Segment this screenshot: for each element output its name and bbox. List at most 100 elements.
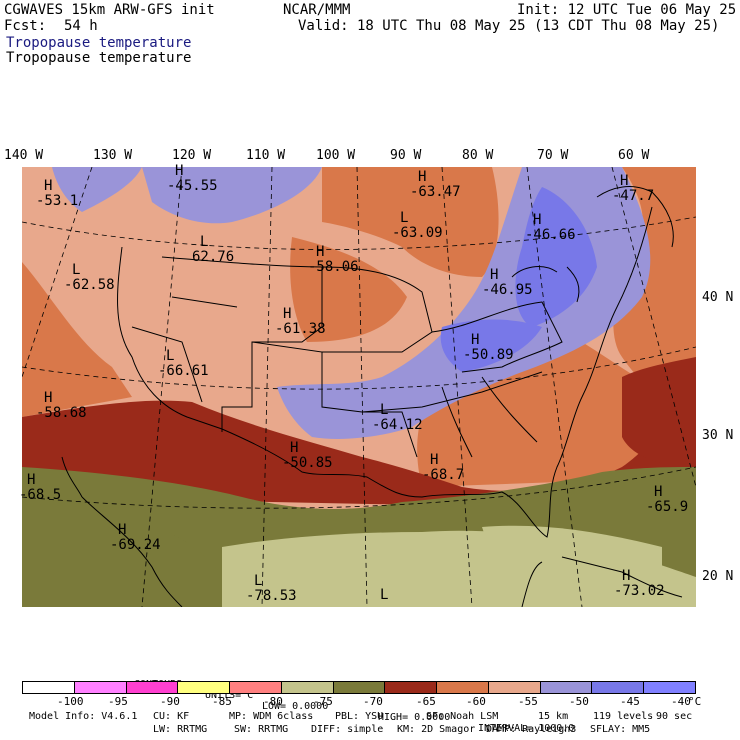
forecast-label: Fcst:: [4, 18, 47, 34]
pressure-center-value: -50.89: [463, 347, 514, 363]
field-title-primary: Tropopause temperature: [6, 35, 192, 51]
tropopause-map: [22, 167, 696, 607]
lon-label: 110 W: [246, 148, 286, 163]
model-info-mp: MP: WDM 6class: [229, 711, 314, 722]
pressure-center-symbol: L: [400, 210, 409, 226]
colorbar-tick-label: °C: [688, 695, 702, 708]
model-info-sw: SW: RRTMG: [234, 724, 289, 735]
pressure-center-value: -58.06: [308, 259, 359, 275]
pressure-center-symbol: H: [418, 169, 427, 185]
colorbar-tick-label: -50: [569, 695, 589, 708]
pressure-center-value: -69.24: [110, 537, 161, 553]
lon-label: 60 W: [618, 148, 650, 163]
pressure-center-value: -63.09: [392, 225, 443, 241]
organization: NCAR/MMM: [283, 2, 351, 18]
colorbar-segment: [333, 682, 386, 693]
model-info-lw: LW: RRTMG: [153, 724, 208, 735]
pressure-center-symbol: L: [254, 573, 263, 589]
model-info-levels: 119 levels: [593, 711, 654, 722]
pressure-center-symbol: L: [380, 402, 389, 418]
pressure-center-value: -46.95: [482, 282, 533, 298]
pressure-center-symbol: H: [283, 306, 292, 322]
colorbar-tick-label: -75: [313, 695, 333, 708]
lat-label: 40 N: [702, 290, 734, 305]
colorbar-segment: [230, 682, 282, 693]
pressure-center-symbol: L: [166, 348, 175, 364]
colorbar-tick-label: -80: [263, 695, 283, 708]
pressure-center-symbol: H: [620, 173, 629, 189]
colorbar-segment: [126, 682, 179, 693]
lon-label: 140 W: [4, 148, 44, 163]
pressure-center-value: -66.61: [158, 363, 209, 379]
lon-label: 130 W: [93, 148, 133, 163]
colorbar-segment: [644, 682, 695, 693]
pressure-center-value: -58.68: [36, 405, 87, 421]
pressure-center-value: -53.1: [36, 193, 79, 209]
pressure-center-value: -68.7: [422, 467, 465, 483]
pressure-center-symbol: H: [118, 522, 127, 538]
colorbar-segment: [281, 682, 334, 693]
colorbar-segment: [592, 682, 645, 693]
low-label: LOW= 0.0000: [262, 701, 329, 712]
units-label: UNITS=°C: [205, 690, 254, 701]
model-info-sf: SF: Noah LSM: [426, 711, 499, 722]
pressure-center-symbol: L: [200, 234, 209, 250]
colorbar-tick-label: -45: [620, 695, 640, 708]
pressure-center-symbol: H: [290, 440, 299, 456]
model-info-diff: DIFF: simple: [311, 724, 384, 735]
model-title: CGWAVES 15km ARW-GFS init: [4, 2, 215, 18]
valid-time: Valid: 18 UTC Thu 08 May 25 (13 CDT Thu …: [298, 18, 720, 34]
lon-label: 120 W: [172, 148, 212, 163]
lat-label: 30 N: [702, 428, 734, 443]
pressure-center-symbol: H: [471, 332, 480, 348]
lon-label: 70 W: [537, 148, 569, 163]
pressure-center-value: -47.7: [612, 188, 655, 204]
colorbar-segment: [74, 682, 127, 693]
pressure-center-symbol: L: [72, 262, 81, 278]
pressure-center-value: -45.55: [167, 178, 218, 194]
lon-label: 100 W: [316, 148, 356, 163]
pressure-center-value: -61.38: [275, 321, 326, 337]
colorbar-tick-label: -85: [212, 695, 232, 708]
model-info-resolution: 15 km: [538, 711, 569, 722]
model-info-cu: CU: KF: [153, 711, 190, 722]
pressure-center-symbol: H: [44, 390, 53, 406]
colorbar-tick-label: -90: [160, 695, 180, 708]
lat-label: 20 N: [702, 569, 734, 584]
model-info-sflay: SFLAY: MM5: [590, 724, 651, 735]
colorbar-segment: [23, 682, 75, 693]
forecast-hours: 54 h: [64, 18, 98, 34]
high-label: HIGH= 0.0000: [378, 712, 451, 723]
pressure-center-value: -64.12: [372, 417, 423, 433]
model-info-km: KM: 2D Smagor: [397, 724, 476, 735]
pressure-center-symbol: H: [27, 472, 36, 488]
colorbar-segment: [437, 682, 489, 693]
pressure-center-value: -50.85: [282, 455, 333, 471]
pressure-center-symbol: H: [44, 178, 53, 194]
init-time: Init: 12 UTC Tue 06 May 25: [517, 2, 737, 18]
pressure-center-symbol: L: [380, 587, 389, 603]
colorbar-segment: [540, 682, 593, 693]
pressure-center-value: -78.53: [246, 588, 297, 604]
lon-label: 90 W: [390, 148, 422, 163]
pressure-center-symbol: H: [316, 244, 325, 260]
colorbar: [22, 681, 696, 694]
colorbar-tick-label: -70: [363, 695, 383, 708]
pressure-center-symbol: H: [490, 267, 499, 283]
colorbar-segment: [488, 682, 541, 693]
colorbar-tick-label: -40: [671, 695, 691, 708]
model-info-version: Model Info: V4.6.1: [29, 711, 138, 722]
colorbar-tick-label: -95: [108, 695, 128, 708]
pressure-center-symbol: H: [533, 212, 542, 228]
pressure-center-symbol: H: [654, 484, 663, 500]
pressure-center-value: -46.66: [525, 227, 576, 243]
colorbar-tick-label: -55: [518, 695, 538, 708]
pressure-center-symbol: H: [430, 452, 439, 468]
pressure-center-value: -63.47: [410, 184, 461, 200]
colorbar-segment: [385, 682, 438, 693]
pressure-center-symbol: H: [175, 163, 184, 179]
pressure-center-value: -62.58: [64, 277, 115, 293]
lon-label: 80 W: [462, 148, 494, 163]
colorbar-tick-label: -60: [466, 695, 486, 708]
colorbar-tick-label: -100: [57, 695, 84, 708]
